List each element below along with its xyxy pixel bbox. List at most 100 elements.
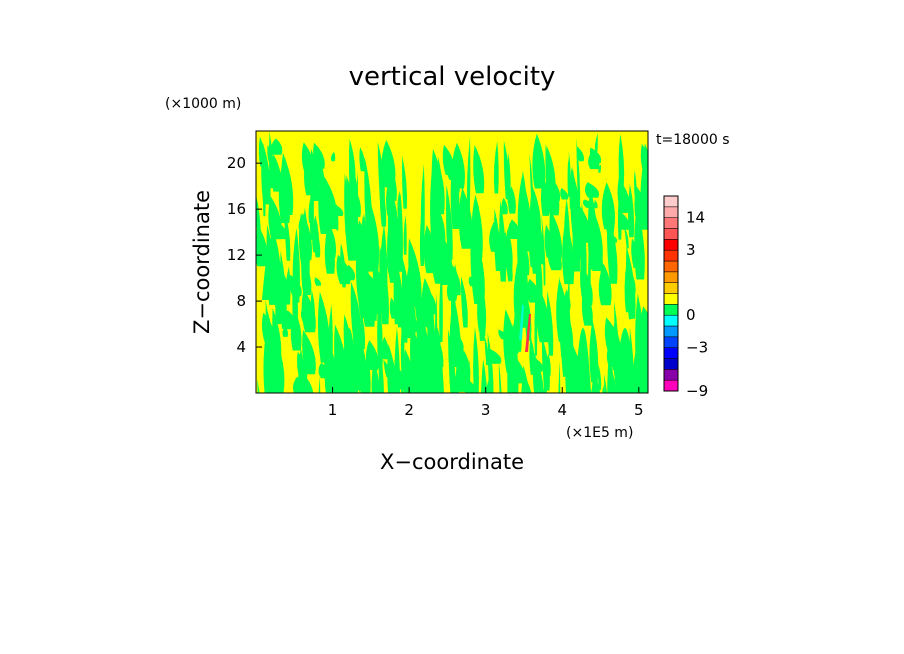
- field-streak: [589, 147, 602, 164]
- field-streak: [493, 141, 499, 194]
- field-streak: [550, 177, 561, 202]
- field-streak: [485, 380, 495, 393]
- field-streak: [541, 337, 550, 391]
- y-axis: 4 8 12 16 20: [227, 154, 262, 356]
- field-streak: [645, 331, 648, 393]
- field-streak: [505, 228, 513, 272]
- colorbar-bin: [663, 379, 679, 392]
- field-streak: [387, 228, 399, 283]
- field-streak: [507, 152, 511, 204]
- field-streak: [589, 320, 599, 383]
- field-streak: [481, 359, 488, 393]
- field-streak: [513, 356, 525, 384]
- field-streak: [589, 199, 600, 264]
- field-streak: [546, 353, 551, 376]
- field-streak: [619, 211, 630, 230]
- field-streak: [543, 384, 548, 393]
- field-streak: [632, 347, 641, 393]
- field-streak: [274, 346, 285, 393]
- field-streak: [452, 266, 456, 322]
- field-streak: [464, 377, 479, 393]
- field-streak: [615, 328, 635, 393]
- plot-frame: [255, 130, 649, 394]
- field-streak: [643, 143, 648, 202]
- colorbar-tick-label: 0: [686, 306, 696, 324]
- y-tick-label: 16: [227, 200, 246, 218]
- colorbar: [663, 195, 679, 392]
- colorbar-bin: [663, 271, 679, 283]
- field-streak: [562, 220, 575, 285]
- field-streak: [615, 392, 616, 393]
- field-streak: [634, 185, 648, 230]
- colorbar-bin: [663, 228, 679, 240]
- field-streak: [424, 299, 430, 329]
- field-streak: [576, 146, 585, 162]
- field-streak: [560, 188, 569, 200]
- field-streak: [318, 376, 321, 393]
- colorbar-bin: [663, 358, 679, 370]
- plot-area: [256, 131, 648, 393]
- field-streak: [377, 141, 385, 211]
- field-streak: [282, 326, 289, 337]
- field-streak: [474, 259, 481, 268]
- x-axis-unit: (×1E5 m): [566, 425, 633, 441]
- colorbar-bin: [663, 314, 679, 327]
- colorbar-bin: [663, 282, 679, 294]
- field-streak: [529, 336, 536, 375]
- x-tick-label: 5: [634, 401, 644, 419]
- field-streak: [402, 156, 408, 209]
- field-streak: [508, 219, 521, 239]
- field-streak: [609, 234, 618, 243]
- field-streak: [641, 306, 648, 334]
- field-streak: [349, 181, 361, 217]
- field-streak: [604, 199, 615, 233]
- y-tick-label: 20: [227, 154, 246, 172]
- field-streak: [365, 340, 379, 371]
- field-streak: [634, 170, 637, 196]
- field-streak: [503, 309, 518, 373]
- field-streak: [298, 213, 310, 266]
- field-streak: [330, 151, 336, 162]
- field-streak: [588, 225, 591, 305]
- field-streak: [501, 197, 508, 215]
- field-streak: [484, 335, 489, 366]
- field-streak: [388, 163, 397, 201]
- colorbar-bin: [663, 369, 679, 381]
- field-streak: [276, 387, 277, 393]
- colorbar-bin: [663, 336, 679, 348]
- field-streak: [268, 392, 269, 393]
- field-streak: [262, 235, 284, 300]
- field-streak: [350, 281, 362, 343]
- colorbar-bin: [663, 217, 679, 229]
- field-streak: [487, 332, 494, 393]
- field-streak: [381, 336, 389, 360]
- field-streak: [531, 229, 540, 274]
- field-streak: [420, 163, 425, 243]
- field-streak: [268, 196, 282, 240]
- colorbar-bin: [663, 347, 679, 359]
- field-streak: [341, 264, 347, 288]
- colorbar-bin: [663, 195, 679, 208]
- field-streak: [289, 274, 302, 297]
- field-streak: [280, 153, 294, 215]
- field-streak: [301, 260, 312, 295]
- field-streak: [551, 224, 556, 263]
- field-streak: [437, 156, 442, 194]
- x-tick-label: 3: [481, 401, 491, 419]
- field-streak: [309, 162, 314, 240]
- field-streak: [302, 329, 316, 375]
- field-streak: [417, 392, 419, 393]
- field-streak: [535, 284, 550, 343]
- field-streak: [325, 371, 338, 382]
- field-streak: [471, 392, 472, 393]
- field-streak: [394, 327, 400, 393]
- field-streak: [471, 194, 483, 260]
- field-streak: [418, 326, 428, 393]
- colorbar-bin: [663, 206, 679, 218]
- field-streak: [582, 199, 597, 208]
- field-streak: [365, 200, 380, 272]
- field-streak: [283, 310, 297, 330]
- field-streak: [271, 138, 283, 155]
- field-streak: [403, 349, 417, 393]
- y-tick-label: 4: [236, 338, 246, 356]
